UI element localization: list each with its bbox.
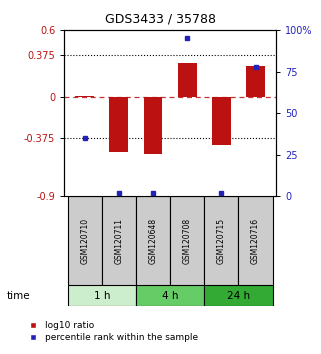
Text: 4 h: 4 h xyxy=(162,291,178,301)
Legend: log10 ratio, percentile rank within the sample: log10 ratio, percentile rank within the … xyxy=(21,318,202,346)
Bar xyxy=(178,63,196,97)
Text: GSM120648: GSM120648 xyxy=(149,218,158,264)
Text: 1 h: 1 h xyxy=(93,291,110,301)
Text: 24 h: 24 h xyxy=(227,291,250,301)
Bar xyxy=(102,196,136,285)
Text: GSM120715: GSM120715 xyxy=(217,218,226,264)
Text: GSM120708: GSM120708 xyxy=(183,218,192,264)
Bar xyxy=(170,196,204,285)
Bar xyxy=(246,65,265,97)
Bar xyxy=(212,97,231,145)
Bar xyxy=(136,285,204,306)
Bar xyxy=(68,196,102,285)
Bar xyxy=(204,285,273,306)
Bar xyxy=(144,97,162,154)
Text: GDS3433 / 35788: GDS3433 / 35788 xyxy=(105,12,216,25)
Bar xyxy=(75,96,94,97)
Bar xyxy=(68,285,136,306)
Bar xyxy=(136,196,170,285)
Text: GSM120716: GSM120716 xyxy=(251,218,260,264)
Text: GSM120711: GSM120711 xyxy=(114,218,123,264)
Text: time: time xyxy=(6,291,30,301)
Bar xyxy=(109,97,128,152)
Text: GSM120710: GSM120710 xyxy=(80,218,89,264)
Bar xyxy=(239,196,273,285)
Bar xyxy=(204,196,239,285)
